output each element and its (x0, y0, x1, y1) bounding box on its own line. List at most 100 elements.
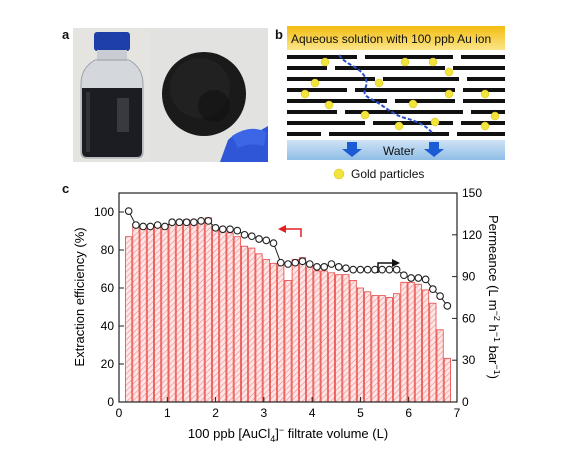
water-path (338, 54, 434, 135)
permeance-point (414, 274, 423, 282)
bar (248, 247, 256, 403)
x-tick-label: 1 (164, 406, 171, 420)
bar (436, 329, 444, 403)
bar (161, 228, 169, 403)
permeance-point (284, 260, 292, 268)
membrane-illustration (150, 28, 268, 162)
y-tick-label: 100 (94, 205, 114, 219)
y2-tick-label: 30 (462, 353, 476, 367)
bar (443, 357, 451, 403)
permeance-point (218, 225, 227, 234)
permeance-point (124, 207, 133, 215)
panel-label-a: a (62, 27, 70, 42)
x-tick-label: 6 (405, 406, 412, 420)
permeance-point (429, 285, 437, 293)
bottle-photo (73, 28, 150, 162)
bar (132, 223, 140, 403)
water-flow-arrows (342, 142, 444, 157)
permeance-point (168, 218, 176, 227)
permeance-point (197, 217, 205, 225)
permeance-point (175, 218, 184, 227)
bar (349, 280, 357, 403)
bar (233, 236, 241, 403)
permeance-point (313, 262, 321, 271)
x-tick-label: 7 (454, 406, 461, 420)
solution-band (287, 26, 505, 50)
bar (414, 283, 422, 403)
bar (262, 259, 270, 403)
permeance-point (247, 232, 256, 241)
series-arrow-left (278, 225, 302, 237)
bar (313, 270, 321, 403)
permeance-point (211, 223, 220, 232)
permeance-point (233, 226, 242, 235)
permeance-point (363, 265, 372, 274)
extraction-chart: 0 1 2 3 4 5 6 7 0 20 40 60 80 100 0 30 60 90 120 150 Extrac… (60, 185, 502, 445)
bar (327, 272, 336, 403)
bar (146, 228, 154, 403)
permeance-point (240, 230, 249, 239)
gold-legend-label: Gold particles (351, 167, 424, 181)
permeance-point (436, 292, 444, 300)
y2-tick-label: 150 (462, 186, 482, 200)
x-tick-label: 5 (357, 406, 364, 420)
permeance-point (139, 222, 147, 231)
y2-tick-label: 90 (462, 270, 476, 284)
permeance-point (305, 260, 314, 268)
permeance-point (161, 222, 169, 231)
bar (422, 289, 430, 403)
y2-tick-label: 0 (462, 395, 469, 409)
x-tick-label: 2 (212, 406, 219, 420)
solution-label: Aqueous solution with 100 ppb Au ion (291, 32, 491, 46)
y-tick-label: 40 (101, 319, 115, 333)
permeance-point (356, 265, 365, 274)
bar (168, 223, 176, 403)
x-tick-label: 0 (116, 406, 123, 420)
permeance-point (132, 221, 140, 229)
bar (335, 274, 343, 403)
bar (183, 219, 191, 403)
bar (240, 245, 249, 403)
bottle-illustration (73, 28, 150, 162)
permeance-point (146, 222, 155, 231)
permeance-point (385, 265, 394, 274)
permeance-point (392, 265, 401, 274)
x-axis-label: 100 ppb [AuCl4]− filtrate volume (L) (188, 425, 388, 444)
bar (255, 253, 263, 403)
permeance-point (226, 225, 234, 234)
panel-label-b: b (275, 27, 283, 42)
bar (277, 264, 285, 403)
bar (298, 257, 307, 403)
bar (320, 270, 328, 403)
y-tick-label: 0 (107, 395, 114, 409)
bar (407, 281, 415, 403)
permeance-point (291, 258, 300, 267)
bar (212, 228, 220, 403)
gold-particles (300, 57, 500, 131)
bar (385, 297, 393, 403)
x-tick-label: 4 (309, 406, 316, 420)
bar (306, 266, 314, 403)
y-tick-label: 20 (101, 357, 115, 371)
permeance-point (153, 221, 162, 229)
permeance-point (204, 217, 213, 225)
permeance-point (334, 262, 343, 271)
bar (204, 217, 212, 403)
bar (269, 262, 278, 403)
permeance-point (182, 218, 191, 227)
permeance-point (342, 264, 350, 273)
bar (356, 287, 364, 403)
permeance-point (407, 274, 415, 282)
water-band (287, 140, 505, 160)
bar (125, 236, 133, 403)
permeance-point (269, 239, 278, 248)
water-label: Water (383, 144, 415, 158)
bar (219, 230, 227, 403)
bar (284, 280, 292, 403)
permeance-point (400, 271, 408, 280)
bar (190, 221, 198, 403)
permeance-point (327, 260, 336, 268)
membrane-schematic: Aqueous solution with 100 ppb Au ion Wat… (287, 22, 505, 182)
bar (371, 295, 379, 403)
bar (197, 219, 205, 403)
